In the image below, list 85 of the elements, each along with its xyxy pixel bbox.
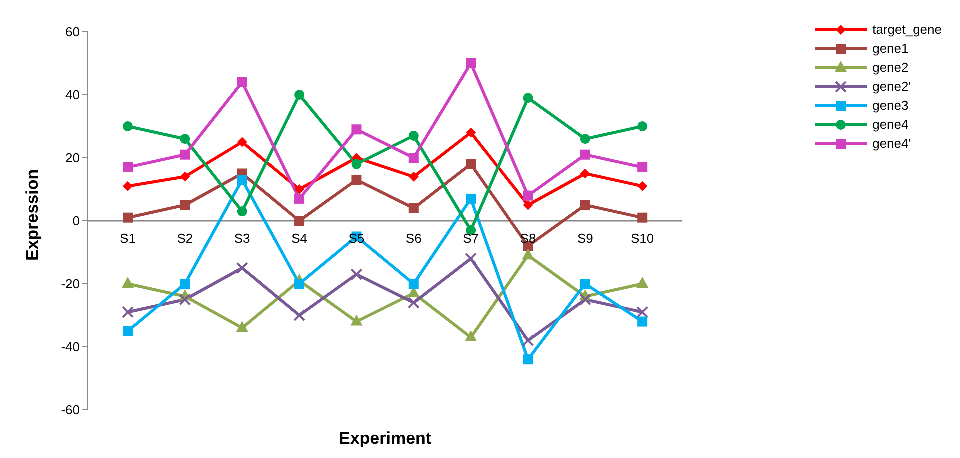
point	[237, 77, 248, 88]
point	[123, 122, 133, 132]
point	[180, 150, 190, 160]
point	[580, 150, 590, 160]
point	[408, 153, 419, 163]
point	[180, 172, 190, 182]
point	[122, 306, 134, 318]
legend-label: target_gene	[872, 22, 942, 37]
point	[523, 190, 534, 201]
point	[522, 248, 534, 260]
legend-label: gene2	[872, 60, 909, 75]
point	[636, 306, 649, 318]
point	[350, 268, 363, 281]
x-tick-label: S1	[120, 231, 136, 246]
point	[638, 212, 648, 223]
point	[294, 310, 306, 322]
point	[466, 58, 476, 68]
point	[523, 354, 534, 365]
point	[352, 175, 362, 186]
x-tick-label: S9	[577, 231, 594, 246]
x-tick-label: S10	[631, 231, 654, 246]
point	[579, 294, 592, 306]
point	[466, 159, 476, 170]
point	[123, 326, 133, 336]
y-tick-label: -60	[61, 402, 80, 418]
point	[237, 137, 248, 148]
point	[580, 279, 590, 289]
point	[523, 200, 534, 210]
point	[465, 330, 478, 342]
point	[294, 279, 305, 289]
x-tick-label: S4	[292, 231, 308, 246]
point	[580, 168, 590, 179]
point	[352, 159, 362, 170]
point	[408, 279, 419, 289]
point	[180, 279, 190, 289]
point	[236, 321, 248, 332]
y-tick-label: 0	[72, 214, 80, 229]
point	[408, 172, 419, 182]
point	[352, 124, 362, 135]
point	[638, 122, 648, 132]
point	[523, 93, 534, 104]
point	[237, 175, 248, 186]
y-tick-label: 20	[66, 150, 80, 166]
legend-label: gene3	[872, 98, 909, 113]
point	[237, 206, 248, 217]
point	[636, 277, 649, 288]
y-tick-label: -40	[61, 340, 80, 355]
point	[180, 134, 190, 144]
point	[179, 294, 192, 306]
legend-label: gene4'	[872, 136, 912, 151]
x-tick-label: S6	[406, 231, 422, 246]
point	[180, 200, 190, 210]
x-tick-label: S3	[234, 231, 250, 246]
point	[580, 200, 590, 210]
point	[123, 212, 133, 223]
y-tick-label: 60	[66, 24, 80, 40]
point	[123, 181, 133, 192]
point	[123, 162, 133, 172]
y-tick-label: 40	[66, 88, 80, 103]
legend-label: gene2'	[872, 79, 912, 94]
point	[350, 314, 363, 326]
x-tick-label: S2	[177, 231, 194, 246]
point	[466, 128, 476, 138]
point	[465, 252, 478, 265]
x-tick-label: S7	[463, 231, 480, 246]
point	[638, 316, 648, 327]
x-axis-title: Experiment	[339, 429, 432, 448]
point	[294, 194, 305, 204]
y-axis-title: Expression	[23, 169, 42, 261]
y-tick-label: -20	[61, 276, 80, 292]
point	[294, 90, 305, 100]
point	[638, 162, 648, 172]
point	[638, 181, 648, 192]
point	[466, 194, 476, 204]
point	[522, 334, 534, 347]
point	[408, 203, 419, 214]
point	[580, 134, 590, 144]
point	[294, 216, 305, 226]
point	[122, 277, 134, 288]
point	[236, 262, 248, 274]
point	[408, 130, 419, 141]
legend-label: gene4	[872, 117, 909, 132]
point	[294, 184, 305, 194]
point	[408, 296, 420, 309]
legend-label: gene1	[872, 41, 909, 56]
